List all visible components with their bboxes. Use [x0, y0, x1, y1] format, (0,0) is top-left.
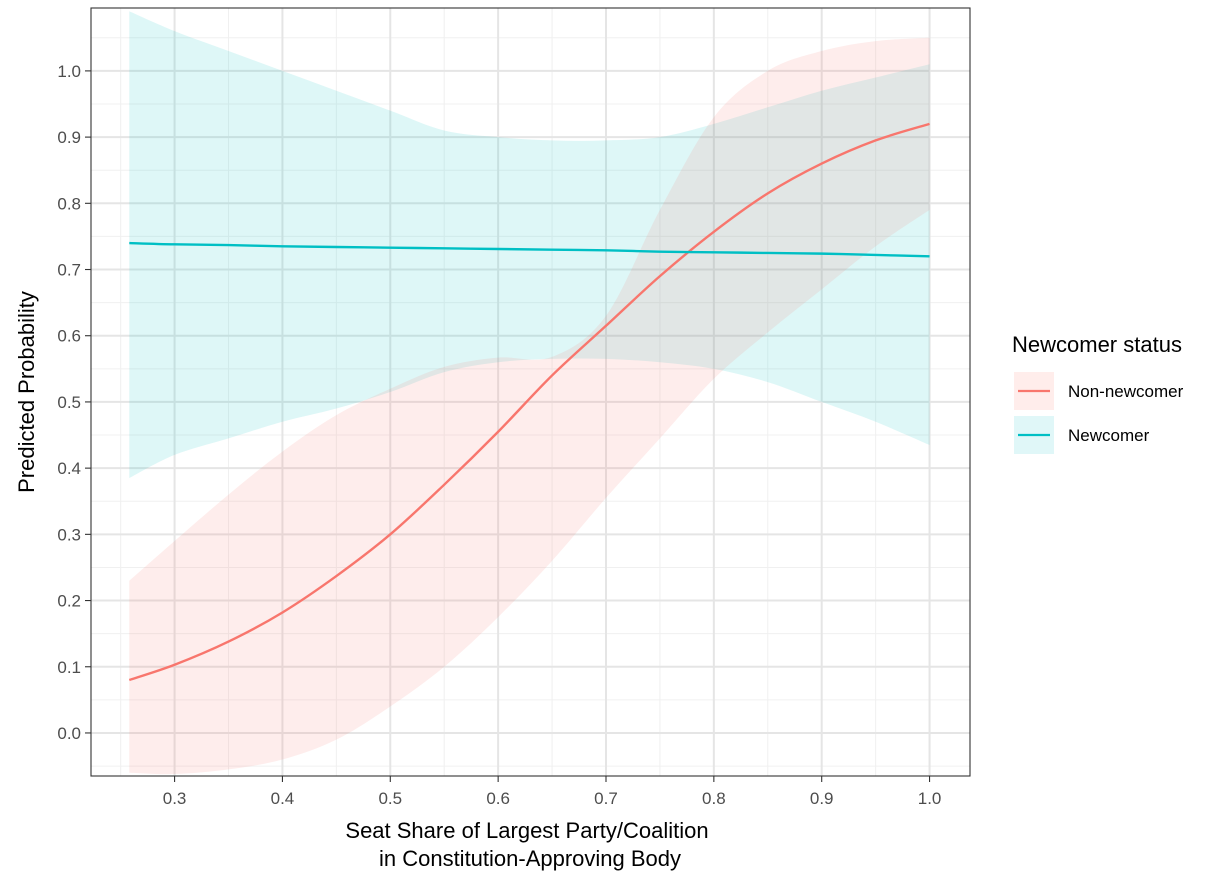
ribbon-newcomer — [129, 11, 930, 479]
line-non-newcomer — [128, 122, 930, 682]
y-tick-label: 0.8 — [57, 194, 81, 213]
y-tick-label: 0.5 — [57, 393, 81, 412]
x-tick-label: 0.7 — [594, 789, 618, 808]
line-newcomer — [129, 241, 930, 258]
y-tick-label: 0.4 — [57, 459, 81, 478]
ribbon-non-newcomer — [129, 37, 930, 775]
x-tick-label: 0.4 — [271, 789, 295, 808]
y-tick-label: 0.0 — [57, 724, 81, 743]
y-tick-label: 0.3 — [57, 525, 81, 544]
y-axis-title: Predicted Probability — [14, 291, 39, 493]
y-tick-label: 0.6 — [57, 327, 81, 346]
legend-label-newcomer: Newcomer — [1068, 426, 1150, 445]
confidence-ribbons — [129, 11, 930, 775]
x-axis-ticks: 0.3 0.4 0.5 0.6 0.7 0.8 0.9 1.0 — [163, 776, 942, 808]
legend-title: Newcomer status — [1012, 332, 1182, 357]
x-axis-title-line-2: in Constitution-Approving Body — [379, 846, 681, 871]
legend: Newcomer status Non-newcomer Newcomer — [1012, 332, 1184, 454]
x-tick-label: 1.0 — [918, 789, 942, 808]
y-tick-label: 0.2 — [57, 592, 81, 611]
y-axis-ticks: 0.0 0.1 0.2 0.3 0.4 0.5 0.6 0.7 0.8 0.9 1.0 — [57, 62, 91, 743]
x-tick-label: 0.5 — [378, 789, 402, 808]
x-tick-label: 0.6 — [486, 789, 510, 808]
panel-border — [90, 7, 971, 777]
x-tick-label: 0.3 — [163, 789, 187, 808]
y-tick-label: 0.1 — [57, 658, 81, 677]
legend-item-newcomer: Newcomer — [1014, 416, 1150, 454]
y-tick-label: 0.9 — [57, 128, 81, 147]
y-tick-label: 1.0 — [57, 62, 81, 81]
x-axis-title-line-1: Seat Share of Largest Party/Coalition — [345, 818, 708, 843]
minor-gridlines — [91, 8, 970, 776]
x-tick-label: 0.8 — [702, 789, 726, 808]
legend-item-non-newcomer: Non-newcomer — [1014, 372, 1184, 410]
series-lines — [128, 122, 930, 682]
x-tick-label: 0.9 — [810, 789, 834, 808]
legend-label-non-newcomer: Non-newcomer — [1068, 382, 1184, 401]
major-gridlines — [91, 8, 970, 776]
y-tick-label: 0.7 — [57, 261, 81, 280]
